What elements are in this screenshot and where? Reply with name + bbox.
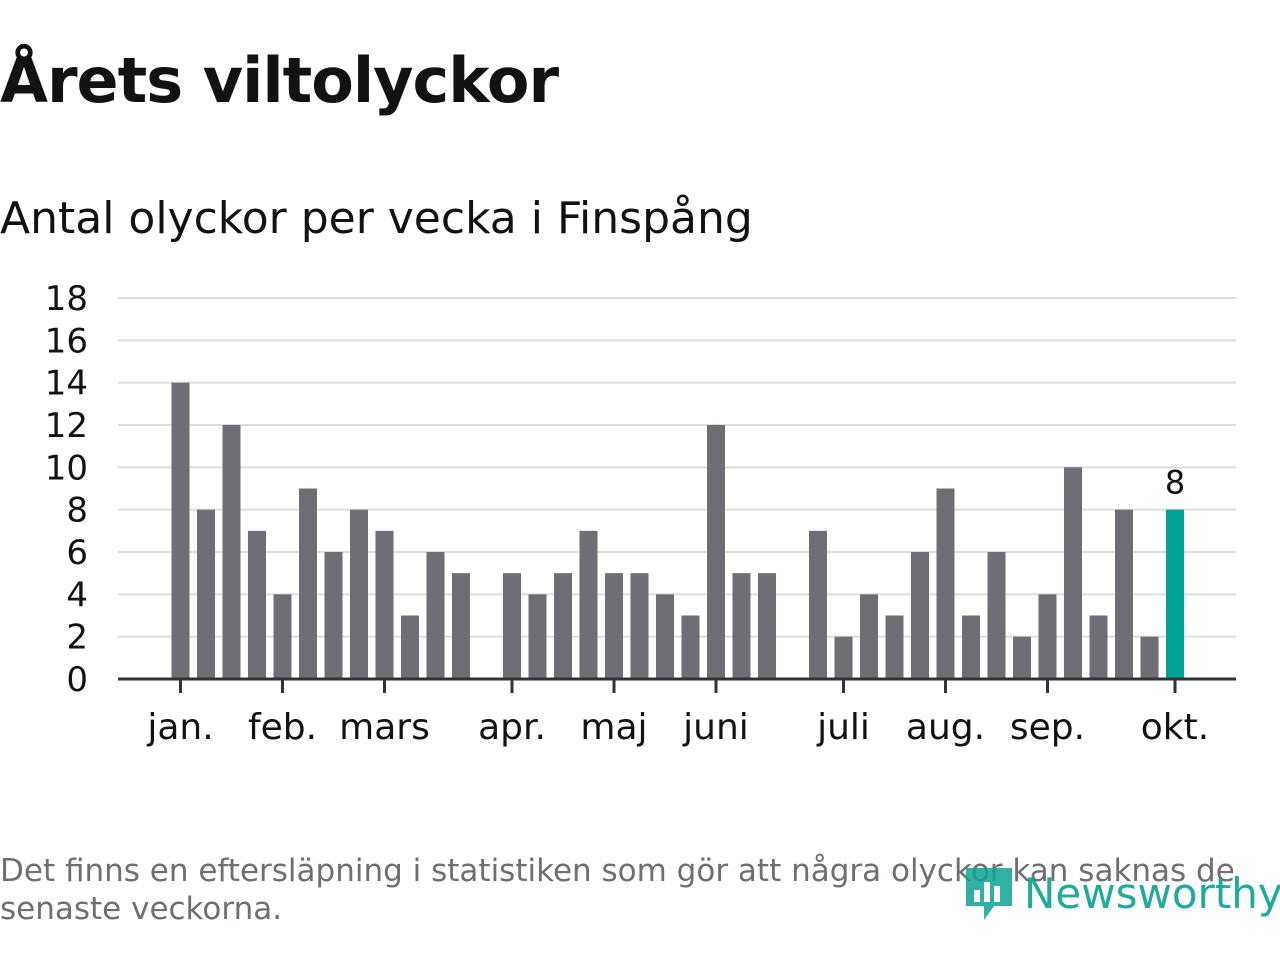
newsworthy-logo-icon: [966, 868, 1012, 920]
y-tick-label: 10: [45, 448, 88, 488]
bar: [528, 594, 547, 679]
annotations: 8: [1165, 464, 1185, 502]
bar: [987, 552, 1006, 679]
newsworthy-logo: Newsworthy: [962, 862, 1280, 924]
bar: [860, 594, 878, 679]
y-tick-label: 12: [45, 406, 88, 446]
x-tick-label: okt.: [1141, 707, 1209, 748]
bar: [758, 573, 776, 679]
bar: [273, 594, 292, 679]
bar: [222, 425, 241, 679]
footnote: Det finns en eftersläpning i statistiken…: [0, 853, 1235, 927]
bar: [936, 488, 955, 679]
gridlines: [118, 297, 1236, 638]
y-tick-label: 0: [66, 660, 88, 700]
bar: [426, 552, 445, 679]
x-tick-label: juli: [816, 707, 870, 748]
bar: [605, 573, 623, 679]
x-tick-label: aug.: [906, 707, 985, 748]
bar: [681, 615, 700, 679]
bar: [452, 573, 470, 679]
y-tick-label: 14: [45, 364, 88, 404]
bar: [375, 530, 394, 679]
bar: [1064, 467, 1082, 679]
x-tick-label: maj: [580, 707, 647, 748]
bar: [630, 573, 649, 679]
bar: [171, 382, 190, 679]
bar: [707, 425, 725, 679]
x-axis-labels: jan. feb. mars apr. maj juni juli aug. sep. okt.: [146, 707, 1209, 748]
bar: [809, 530, 827, 679]
bar: [197, 509, 215, 679]
x-tick-label: apr.: [478, 707, 546, 748]
y-tick-label: 4: [66, 575, 88, 615]
y-tick-label: 8: [66, 491, 88, 531]
bar: [1089, 615, 1108, 679]
y-tick-label: 2: [66, 618, 88, 658]
x-axis: [118, 677, 1236, 693]
bar: [299, 488, 317, 679]
bar: [656, 594, 674, 679]
y-tick-label: 18: [45, 279, 88, 319]
bar: [324, 552, 343, 679]
chart-subtitle: Antal olyckor per vecka i Finspång: [0, 193, 753, 244]
bar: [1115, 509, 1133, 679]
bar: [962, 615, 980, 679]
newsworthy-logo-text: Newsworthy: [1024, 868, 1280, 918]
bar: [579, 530, 598, 679]
bar: [911, 552, 929, 679]
x-tick-label: sep.: [1010, 707, 1085, 748]
bar: [1140, 636, 1159, 679]
bars: [171, 382, 1184, 679]
bar: [554, 573, 572, 679]
bar: [885, 615, 904, 679]
chart-title: Årets viltolyckor: [0, 44, 559, 117]
x-tick-label: mars: [339, 707, 430, 748]
bar: [1013, 636, 1031, 679]
bar: [732, 573, 751, 679]
bar: [503, 573, 521, 679]
y-tick-label: 16: [45, 321, 88, 361]
x-tick-label: juni: [682, 707, 749, 748]
bar: [401, 615, 419, 679]
bar: [350, 509, 368, 679]
x-tick-label: feb.: [248, 707, 317, 748]
x-tick-label: jan.: [146, 707, 213, 748]
y-tick-label: 6: [66, 533, 88, 573]
bar-highlight: [1166, 509, 1184, 679]
bar: [834, 636, 853, 679]
bar: [1038, 594, 1057, 679]
bar: [248, 530, 266, 679]
bar-value-label: 8: [1165, 464, 1185, 502]
